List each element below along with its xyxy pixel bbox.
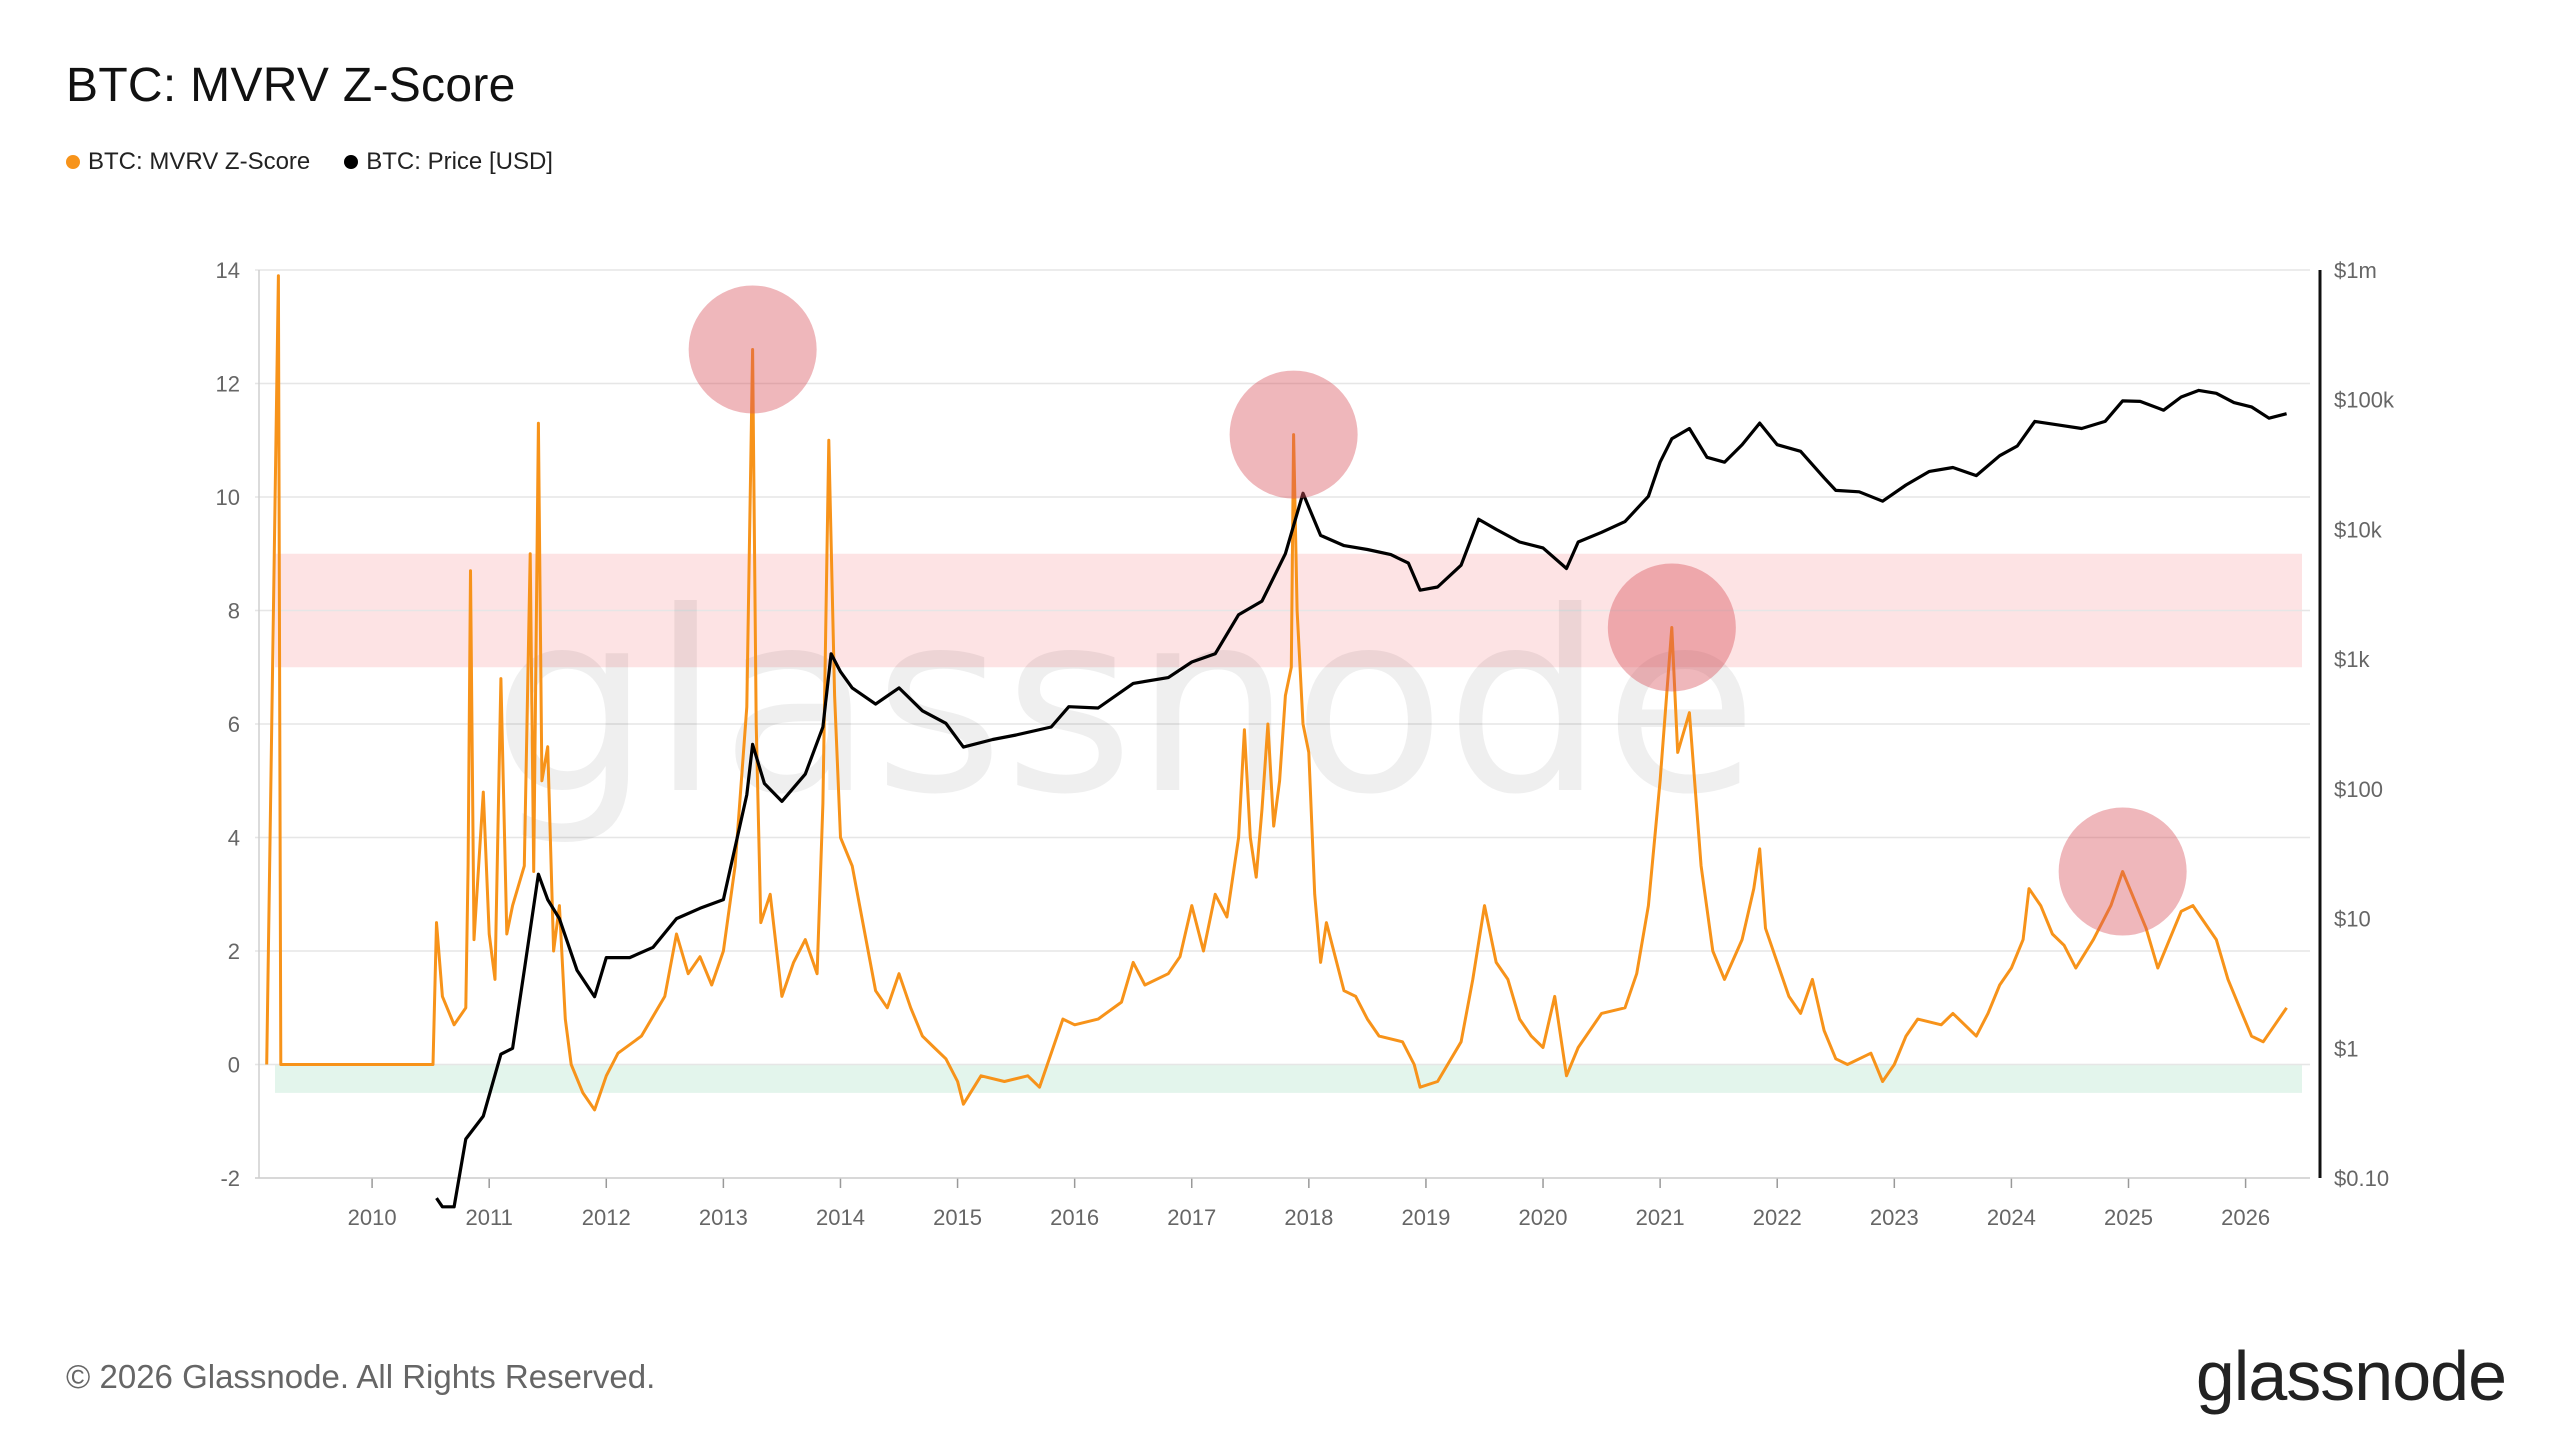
x-tick-label: 2014: [816, 1205, 865, 1230]
copyright-footer: © 2026 Glassnode. All Rights Reserved.: [66, 1358, 656, 1395]
legend-item-price[interactable]: BTC: Price [USD]: [344, 148, 553, 176]
y-right-tick-label: $1k: [2334, 647, 2370, 672]
legend-label-price: BTC: Price [USD]: [366, 148, 553, 175]
y-right-tick-label: $10k: [2334, 517, 2383, 542]
y-left-tick-label: 6: [228, 712, 240, 737]
y-left-tick-label: 0: [228, 1053, 240, 1078]
peak-marker-circle: [688, 285, 817, 414]
y-left-tick-label: 8: [228, 599, 240, 624]
legend-item-zscore[interactable]: BTC: MVRV Z-Score: [66, 148, 310, 176]
watermark-text: glassnode: [492, 558, 1758, 849]
x-tick-label: 2021: [1636, 1205, 1685, 1230]
y-left-tick-label: 14: [216, 258, 240, 283]
y-right-tick-label: $1: [2334, 1036, 2358, 1061]
y-right-tick-label: $100k: [2334, 388, 2395, 413]
y-left-tick-label: -2: [220, 1166, 240, 1191]
y-left-tick-label: 10: [216, 485, 240, 510]
x-tick-label: 2015: [933, 1205, 982, 1230]
x-tick-label: 2010: [348, 1205, 397, 1230]
brand-logo-text: glassnode: [2195, 1337, 2507, 1415]
x-tick-label: 2025: [2104, 1205, 2153, 1230]
legend-dot-zscore: [66, 155, 80, 169]
peak-marker-circle: [1229, 370, 1358, 499]
y-left-tick-label: 12: [216, 372, 240, 397]
series-line-btc-price: [435, 388, 2287, 1209]
band-undervalued-zone: [275, 1064, 2302, 1093]
y-left-tick-label: 4: [228, 826, 240, 851]
legend-dot-price: [344, 155, 359, 169]
x-tick-label: 2024: [1987, 1205, 2036, 1230]
x-tick-label: 2023: [1870, 1205, 1919, 1230]
x-tick-label: 2018: [1284, 1205, 1333, 1230]
y-right-tick-label: $10: [2334, 907, 2371, 932]
x-tick-label: 2026: [2221, 1205, 2270, 1230]
y-right-tick-label: $1m: [2334, 258, 2377, 283]
x-tick-label: 2020: [1519, 1205, 1568, 1230]
y-right-tick-label: $0.10: [2334, 1166, 2389, 1191]
x-tick-label: 2012: [582, 1205, 631, 1230]
legend: BTC: MVRV Z-Score BTC: Price [USD]: [66, 148, 553, 176]
x-tick-label: 2011: [466, 1205, 513, 1230]
y-right-tick-label: $100: [2334, 777, 2383, 802]
legend-label-zscore: BTC: MVRV Z-Score: [88, 148, 311, 175]
peak-marker-circle: [2058, 807, 2187, 936]
x-tick-label: 2013: [699, 1205, 748, 1230]
x-tick-label: 2016: [1050, 1205, 1099, 1230]
y-left-tick-label: 2: [228, 939, 240, 964]
x-tick-label: 2022: [1753, 1205, 1802, 1230]
x-tick-label: 2017: [1167, 1205, 1216, 1230]
x-tick-label: 2019: [1401, 1205, 1450, 1230]
series-line-mvrv-zscore: [265, 274, 2288, 1112]
chart-title: BTC: MVRV Z-Score: [66, 59, 516, 112]
peak-marker-circle: [1607, 563, 1736, 692]
